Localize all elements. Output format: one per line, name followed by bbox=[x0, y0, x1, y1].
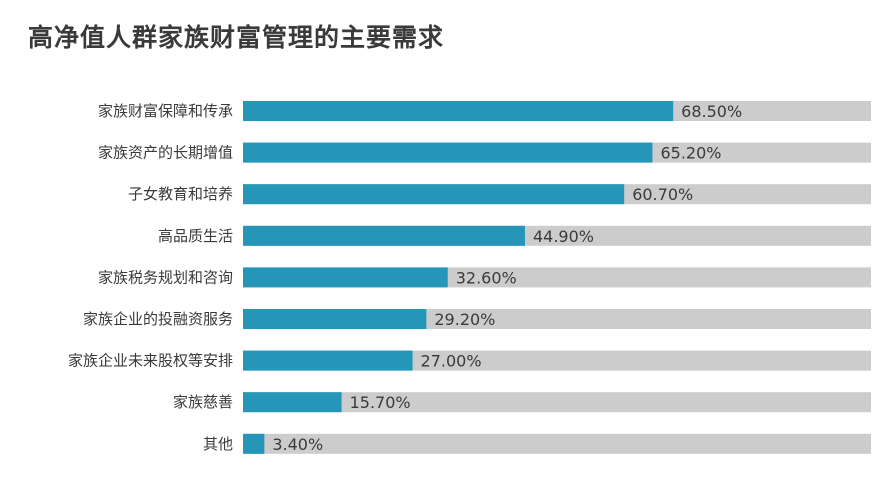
bar bbox=[243, 392, 342, 413]
category-label: 家族财富保障和传承 bbox=[98, 102, 233, 120]
category-label: 子女教育和培养 bbox=[128, 185, 233, 203]
category-label: 家族企业未来股权等安排 bbox=[68, 352, 233, 370]
bar-track bbox=[243, 392, 871, 413]
category-label: 家族资产的长期增值 bbox=[98, 144, 233, 162]
bar bbox=[243, 350, 413, 371]
bar-track bbox=[243, 433, 871, 454]
category-label: 家族税务规划和咨询 bbox=[98, 268, 233, 286]
category-label: 其他 bbox=[203, 435, 233, 453]
bar bbox=[243, 267, 448, 288]
category-label: 家族慈善 bbox=[173, 393, 233, 411]
value-label: 15.70% bbox=[350, 393, 411, 412]
chart-title: 高净值人群家族财富管理的主要需求 bbox=[28, 23, 445, 52]
bar bbox=[243, 309, 427, 329]
bar bbox=[243, 101, 674, 121]
category-label: 家族企业的投融资服务 bbox=[83, 310, 233, 328]
value-label: 29.20% bbox=[434, 310, 495, 329]
bar bbox=[243, 142, 653, 163]
bar bbox=[243, 184, 625, 205]
category-label: 高品质生活 bbox=[158, 227, 233, 245]
value-label: 3.40% bbox=[272, 435, 323, 454]
value-label: 60.70% bbox=[632, 185, 693, 204]
value-label: 65.20% bbox=[660, 144, 721, 163]
value-label: 44.90% bbox=[533, 227, 594, 246]
value-label: 27.00% bbox=[421, 352, 482, 371]
value-label: 68.50% bbox=[681, 102, 742, 121]
bar bbox=[243, 225, 525, 246]
value-label: 32.60% bbox=[456, 268, 517, 287]
bar bbox=[243, 433, 265, 454]
